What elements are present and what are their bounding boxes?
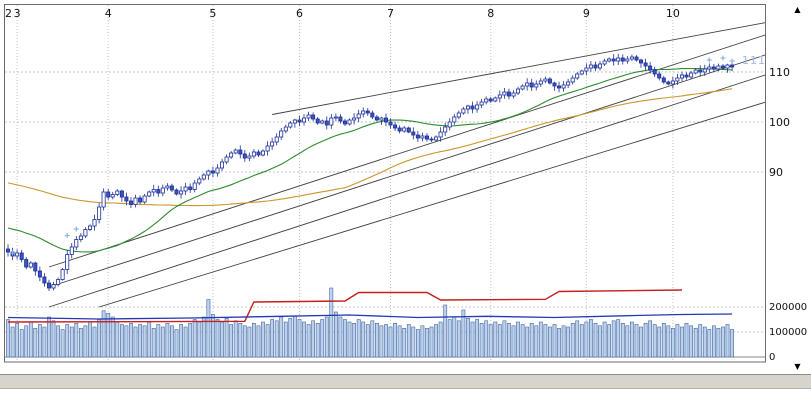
month-axis-label: 8 (487, 7, 494, 20)
month-axis-label: 2 (5, 7, 12, 20)
volume-indicator-layer (7, 289, 733, 323)
scroll-down-icon[interactable]: ▼ (794, 362, 801, 371)
plus-markers-layer (10, 55, 735, 256)
current-price-label: 111 (742, 54, 766, 67)
price-axis-label: 100 (769, 116, 790, 129)
month-axis-label: 6 (296, 7, 303, 20)
stock-chart-canvas[interactable]: 2 3 4 5 6 7 8 9 10 110 100 90 200000 100000 0 (0, 0, 811, 372)
volume-axis-label: 200000 (769, 302, 807, 313)
scroll-up-icon[interactable]: ▲ (794, 5, 801, 14)
axis-labels-layer: 2 3 4 5 6 7 8 9 10 110 100 90 200000 100000 0 (5, 7, 807, 363)
volume-axis-label: 0 (769, 352, 775, 363)
price-axis-label: 110 (769, 66, 790, 79)
volume-axis-label: 100000 (769, 327, 807, 338)
month-axis-label: 10 (666, 7, 680, 20)
month-axis-label: 9 (583, 7, 590, 20)
month-axis-label: 3 (14, 7, 21, 20)
price-axis-label: 90 (769, 166, 783, 179)
volume-bars-layer (6, 287, 735, 358)
plot-border (4, 4, 766, 363)
candles-layer (6, 53, 735, 292)
horizontal-scrollbar[interactable] (0, 374, 811, 389)
month-axis-label: 4 (105, 7, 112, 20)
month-axis-label: 7 (387, 7, 394, 20)
month-axis-label: 5 (209, 7, 216, 20)
moving-averages-layer (7, 67, 733, 253)
